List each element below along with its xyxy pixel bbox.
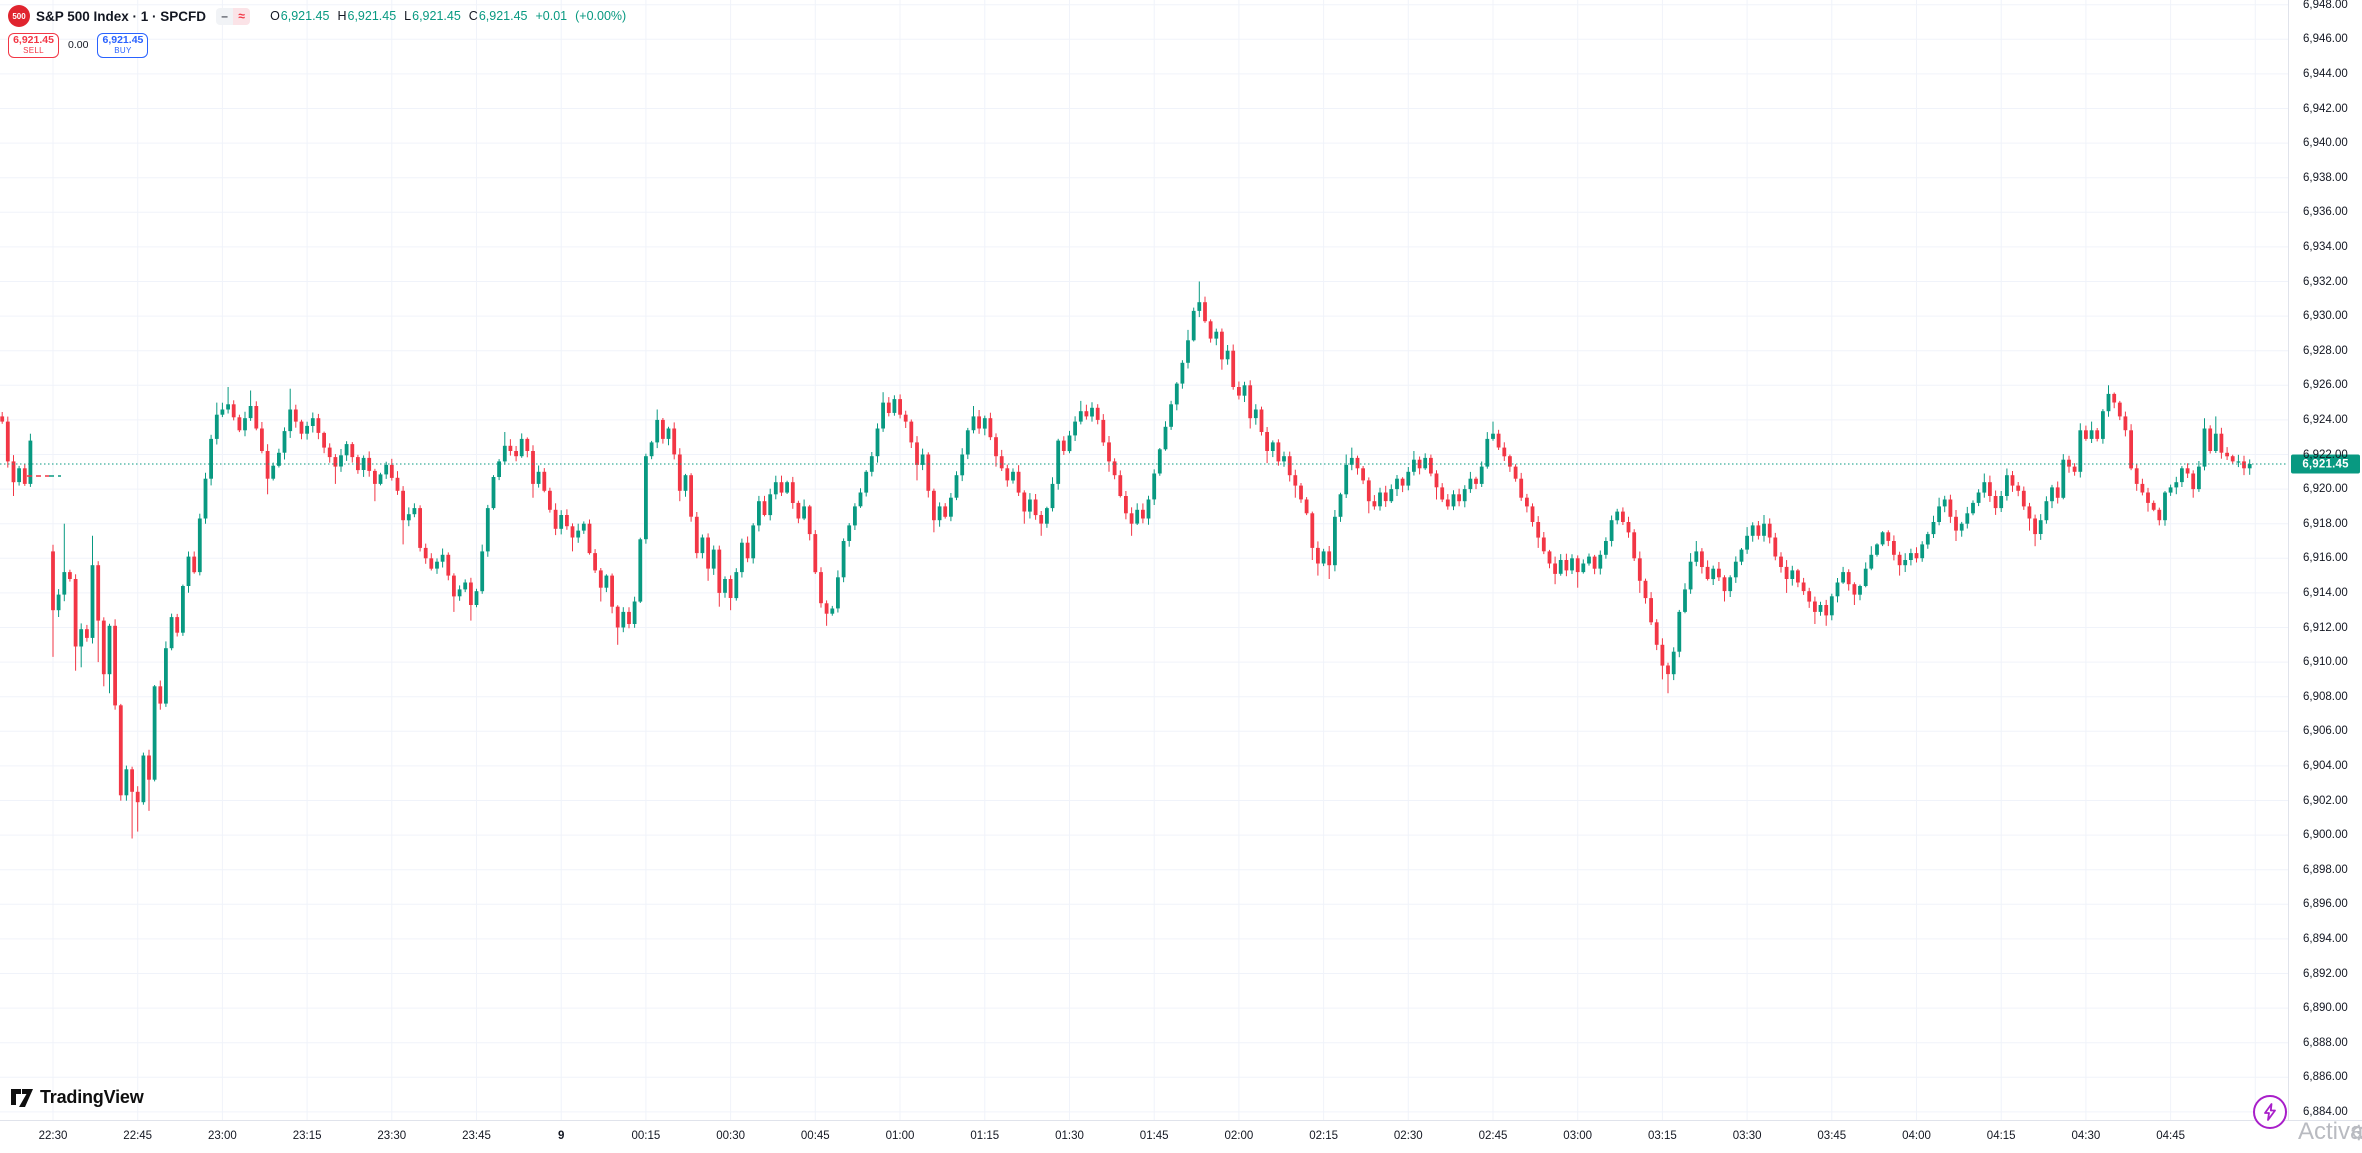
price-axis-label: 6,944.00 (2303, 67, 2348, 80)
price-axis-label: 6,918.00 (2303, 517, 2348, 530)
tradingview-logo-icon (11, 1089, 33, 1107)
spread-value: 0.00 (68, 39, 89, 51)
tradingview-logo-text: TradingView (40, 1086, 144, 1107)
price-axis-label: 6,890.00 (2303, 1002, 2348, 1015)
time-axis-label: 04:15 (1986, 1130, 2016, 1142)
price-axis-label: 6,946.00 (2303, 33, 2348, 46)
high-label: H (337, 9, 347, 23)
change-value: +0.01 (535, 9, 568, 23)
time-axis-label: 22:30 (38, 1130, 68, 1142)
sell-price: 6,921.45 (13, 33, 54, 46)
sell-button[interactable]: 6,921.45 SELL (8, 32, 59, 58)
price-axis-label: 6,926.00 (2303, 379, 2348, 392)
price-axis-label: 6,904.00 (2303, 759, 2348, 772)
time-axis-label: 02:45 (1478, 1130, 1508, 1142)
lightning-icon (2264, 1103, 2276, 1121)
time-axis-label: 00:45 (800, 1130, 830, 1142)
low-label: L (404, 9, 412, 23)
tradingview-logo[interactable]: TradingView (10, 1086, 144, 1108)
price-axis-label: 6,888.00 (2303, 1036, 2348, 1049)
time-axis-label: 02:00 (1224, 1130, 1254, 1142)
symbol-title[interactable]: S&P 500 Index · 1 · SPCFD (36, 8, 207, 24)
time-axis-label: 03:00 (1563, 1130, 1593, 1142)
price-axis-label: 6,902.00 (2303, 794, 2348, 807)
buy-button[interactable]: 6,921.45 BUY (97, 32, 149, 58)
price-axis-label: 6,916.00 (2303, 552, 2348, 565)
price-axis-label: 6,910.00 (2303, 656, 2348, 669)
symbol-logo-badge: 500 (8, 5, 30, 27)
price-axis-label: 6,940.00 (2303, 137, 2348, 150)
price-axis-label: 6,942.00 (2303, 102, 2348, 115)
time-axis[interactable]: 22:30 22:45 23:00 23:15 23:30 23:45 9 00:15 00:3… (0, 1120, 2362, 1153)
price-axis-label: 6,928.00 (2303, 344, 2348, 357)
price-axis-label: 6,912.00 (2303, 621, 2348, 634)
price-axis-label: 6,922.00 (2303, 448, 2348, 461)
price-axis-label: 6,886.00 (2303, 1071, 2348, 1084)
ohlc-readout: O 6,921.45 H 6,921.45 L 6,921.45 C 6,921.45 … (262, 9, 626, 23)
candlestick-chart-canvas[interactable] (0, 0, 2288, 1120)
time-axis-label: 00:30 (716, 1130, 745, 1142)
time-axis-label: 01:45 (1139, 1130, 1169, 1142)
time-axis-label: 02:30 (1393, 1130, 1423, 1142)
time-axis-label: 03:30 (1732, 1130, 1762, 1142)
time-axis-label: 04:00 (1902, 1130, 1931, 1142)
price-axis-label: 6,900.00 (2303, 829, 2348, 842)
time-axis-label: 03:45 (1817, 1130, 1847, 1142)
price-axis-label: 6,924.00 (2303, 413, 2348, 426)
price-axis-label: 6,898.00 (2303, 863, 2348, 876)
price-axis-label: 6,884.00 (2303, 1105, 2348, 1118)
time-axis-label: 04:30 (2071, 1130, 2101, 1142)
time-axis-label: 03:15 (1648, 1130, 1677, 1142)
lightning-quick-action-button[interactable] (2253, 1095, 2287, 1129)
delayed-data-approx-icon[interactable]: ≈ (233, 7, 251, 25)
buy-price: 6,921.45 (102, 33, 144, 46)
time-axis-label: 01:15 (970, 1130, 1000, 1142)
price-axis-label: 6,892.00 (2303, 967, 2348, 980)
last-price-label: 6,921.45 (2291, 454, 2360, 474)
time-axis-label: 01:00 (885, 1130, 915, 1142)
time-axis-label: 23:45 (462, 1130, 491, 1142)
chart-legend: 500 S&P 500 Index · 1 · SPCFD – ≈ O 6,921… (8, 4, 626, 58)
time-axis-label: 02:15 (1309, 1130, 1338, 1142)
price-axis-label: 6,930.00 (2303, 310, 2348, 323)
price-axis-label: 6,894.00 (2303, 932, 2348, 945)
price-axis-label: 6,896.00 (2303, 898, 2348, 911)
close-label: C (468, 9, 478, 23)
time-axis-label: 9 (557, 1130, 565, 1142)
price-axis-label: 6,936.00 (2303, 206, 2348, 219)
price-axis-label: 6,934.00 (2303, 240, 2348, 253)
time-axis-label: 23:15 (292, 1130, 322, 1142)
time-axis-label: 01:30 (1055, 1130, 1084, 1142)
activate-windows-watermark: Activa⚙ (2298, 1118, 2362, 1146)
price-axis-label: 6,938.00 (2303, 171, 2348, 184)
buy-label: BUY (114, 46, 132, 56)
price-axis-label: 6,948.00 (2303, 0, 2348, 11)
gear-icon: ⚙ (2349, 1122, 2362, 1145)
price-axis-label: 6,920.00 (2303, 483, 2348, 496)
time-axis-label: 00:15 (631, 1130, 661, 1142)
price-axis-label: 6,932.00 (2303, 275, 2348, 288)
close-value: 6,921.45 (478, 9, 528, 23)
market-status-minus-icon[interactable]: – (216, 7, 234, 25)
open-label: O (270, 9, 280, 23)
time-axis-label: 23:30 (377, 1130, 407, 1142)
price-axis-label: 6,906.00 (2303, 725, 2348, 738)
time-axis-label: 04:45 (2156, 1130, 2185, 1142)
change-percent: (+0.00%) (575, 9, 627, 23)
open-value: 6,921.45 (280, 9, 330, 23)
price-axis-label: 6,914.00 (2303, 586, 2348, 599)
high-value: 6,921.45 (347, 9, 397, 23)
low-value: 6,921.45 (412, 9, 461, 23)
price-axis-label: 6,908.00 (2303, 690, 2348, 703)
price-axis[interactable]: 6,921.45 6,884.00 6,886.00 6,888.00 6,890.0… (2288, 0, 2362, 1120)
time-axis-label: 23:00 (208, 1130, 237, 1142)
time-axis-label: 22:45 (123, 1130, 153, 1142)
sell-label: SELL (23, 46, 44, 56)
